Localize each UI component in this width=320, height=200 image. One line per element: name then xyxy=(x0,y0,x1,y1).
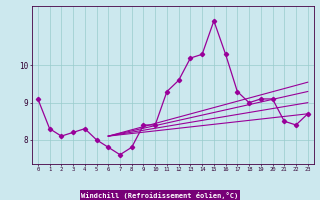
Text: Windchill (Refroidissement éolien,°C): Windchill (Refroidissement éolien,°C) xyxy=(81,192,239,199)
